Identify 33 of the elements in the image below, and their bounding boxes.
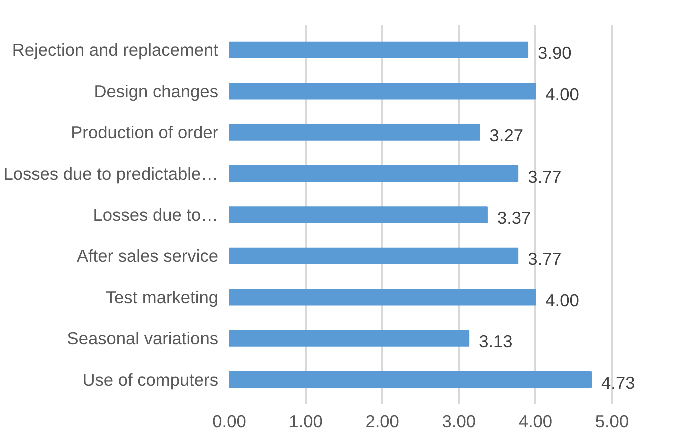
bar (230, 289, 536, 306)
y-tick-label: Losses due to predictable… (4, 164, 219, 184)
x-tick-label: 3.00 (442, 412, 476, 432)
y-tick-label: After sales service (76, 246, 218, 266)
bar (230, 371, 592, 388)
data-label: 4.73 (602, 372, 636, 393)
y-tick-label: Seasonal variations (67, 328, 219, 349)
bar (230, 165, 519, 182)
bar (230, 248, 519, 265)
y-tick-label: Losses due to… (93, 205, 219, 225)
data-label: 4.00 (546, 290, 580, 310)
bar (230, 330, 470, 347)
bar (230, 124, 480, 141)
y-tick-label: Design changes (94, 81, 219, 102)
data-label: 3.77 (528, 249, 562, 270)
x-tick-label: 2.00 (366, 412, 400, 432)
data-label: 3.77 (528, 166, 562, 187)
data-label: 4.00 (546, 84, 580, 104)
data-label: 3.13 (479, 332, 513, 352)
data-label: 3.90 (538, 43, 572, 64)
data-label: 3.27 (490, 126, 524, 146)
y-tick-label: Test marketing (106, 287, 219, 308)
x-tick-label: 0.00 (212, 412, 246, 432)
y-tick-label: Use of computers (82, 370, 219, 390)
x-tick-label: 5.00 (595, 412, 630, 432)
x-tick-label: 1.00 (289, 412, 323, 432)
x-tick-label: 4.00 (518, 412, 553, 432)
bar (230, 83, 536, 100)
bar (230, 42, 529, 59)
bar (230, 206, 488, 224)
y-tick-label: Production of order (71, 122, 219, 143)
data-label: 3.37 (497, 208, 532, 228)
y-tick-label: Rejection and replacement (12, 40, 219, 60)
